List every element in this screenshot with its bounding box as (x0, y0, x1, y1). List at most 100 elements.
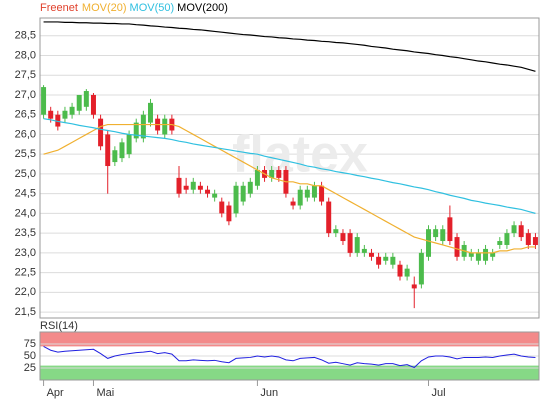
candle-body (247, 181, 253, 194)
candle-body (390, 256, 396, 265)
x-tick-label: Jul (432, 387, 446, 399)
candle-body (447, 217, 453, 242)
candle-body (518, 225, 524, 238)
y-tick-label: 27,5 (15, 69, 36, 81)
y-tick-label: 28,0 (15, 49, 36, 61)
candle-body (354, 237, 360, 253)
candle-body (140, 114, 146, 139)
candle-body (183, 185, 189, 190)
rsi-band (40, 365, 539, 380)
candle-body (333, 229, 339, 234)
panel-title: RSI(14) (40, 320, 78, 332)
candle-body (433, 229, 439, 238)
candle-body (426, 229, 432, 257)
candle-body (418, 252, 424, 285)
candle-body (340, 233, 346, 242)
y-tick-label: 25 (24, 362, 36, 374)
candle-body (475, 252, 481, 261)
candle-body (490, 252, 496, 257)
legend-entry: MOV(200) (177, 2, 228, 14)
candle-body (55, 114, 61, 127)
candle-body (254, 169, 260, 186)
candle-body (297, 189, 303, 206)
x-tick-label: Mai (96, 387, 114, 399)
y-tick-label: 24,5 (15, 188, 36, 200)
x-tick-label: Jun (260, 387, 278, 399)
candle-body (404, 268, 410, 277)
candle-body (190, 181, 196, 190)
candle-body (326, 201, 332, 234)
y-tick-label: 22,0 (15, 286, 36, 298)
candle-body (233, 185, 239, 214)
y-tick-label: 25,5 (15, 148, 36, 160)
candle-body (76, 94, 82, 111)
candle-body (304, 189, 310, 198)
candle-body (162, 118, 168, 135)
candle-body (48, 110, 54, 119)
candle-body (276, 169, 282, 178)
candle-body (112, 150, 118, 163)
y-tick-label: 25,0 (15, 168, 36, 180)
candle-body (525, 233, 531, 245)
candle-body (397, 264, 403, 277)
candle-body (90, 94, 96, 115)
candle-body (411, 284, 417, 289)
candle-body (212, 193, 218, 198)
y-tick-label: 22,5 (15, 267, 36, 279)
rsi-line (43, 345, 536, 369)
candle-body (532, 237, 538, 245)
candle-body (126, 134, 132, 155)
candle-body (69, 106, 75, 115)
candle-body (147, 102, 153, 123)
candle-body (226, 205, 232, 222)
candle-body (368, 252, 374, 257)
legend-name: Freenet (40, 2, 78, 14)
candle-body (504, 233, 510, 245)
candle-body (468, 252, 474, 257)
y-tick-label: 23,0 (15, 247, 36, 259)
candle-body (205, 189, 211, 194)
watermark: flatex (232, 126, 368, 184)
candle-body (290, 201, 296, 206)
y-tick-label: 75 (24, 338, 36, 350)
candle-body (497, 241, 503, 245)
candle-body (62, 110, 68, 119)
candle-body (319, 185, 325, 202)
candle-body (454, 237, 460, 257)
y-tick-label: 26,5 (15, 109, 36, 121)
moving-average-line (43, 118, 536, 214)
candle-body (98, 118, 104, 147)
candle-body (383, 256, 389, 261)
rsi-band (40, 332, 539, 347)
candle-body (483, 248, 489, 261)
plot-border (39, 331, 540, 381)
moving-average-line (43, 123, 536, 254)
y-tick-label: 24,0 (15, 207, 36, 219)
candle-body (219, 201, 225, 214)
legend-entry: MOV(20) (82, 2, 127, 14)
candle-body (376, 256, 382, 265)
candle-body (133, 122, 139, 139)
y-tick-label: 26,0 (15, 128, 36, 140)
x-tick-label: Apr (47, 387, 64, 399)
candle-body (83, 91, 89, 107)
plot-border (39, 17, 540, 319)
y-tick-label: 21,5 (15, 306, 36, 318)
moving-average-line (43, 21, 536, 72)
y-tick-label: 23,5 (15, 227, 36, 239)
candle-body (41, 87, 47, 115)
candle-body (176, 177, 182, 194)
candle-body (347, 233, 353, 253)
candle-body (361, 248, 367, 253)
candle-body (511, 225, 517, 234)
y-tick-label: 50 (24, 350, 36, 362)
candle-body (197, 185, 203, 190)
candle-body (440, 229, 446, 242)
legend-entry: MOV(50) (130, 2, 175, 14)
candle-body (311, 185, 317, 198)
y-tick-label: 27,0 (15, 89, 36, 101)
candle-body (269, 169, 275, 178)
candle-body (119, 142, 125, 159)
y-tick-label: 28,5 (15, 30, 36, 42)
